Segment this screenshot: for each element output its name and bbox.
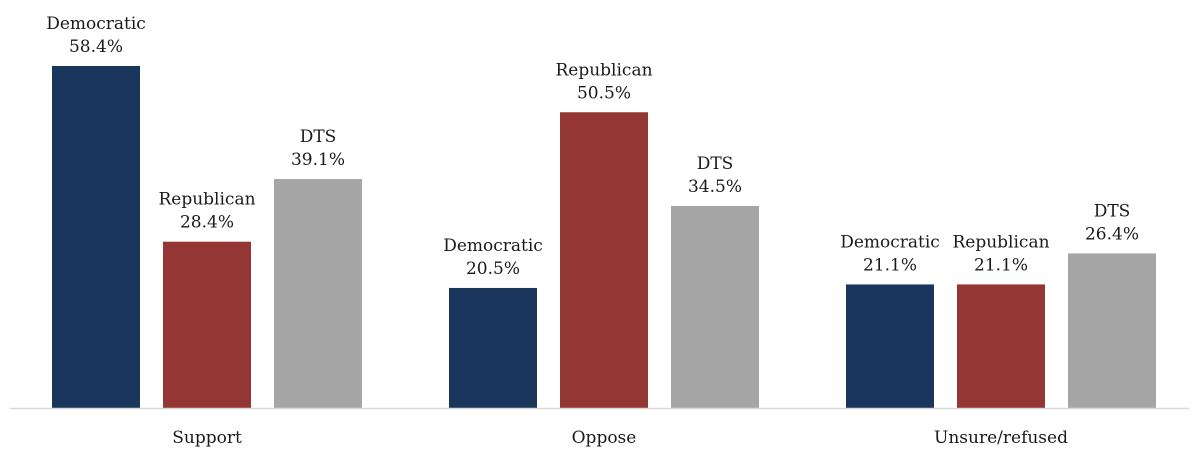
- bars-layer: [52, 66, 1156, 408]
- data-label-value-support-dts: 39.1%: [291, 150, 345, 170]
- bar-oppose-republican: [560, 112, 648, 408]
- data-labels-layer: Democratic 58.4% Republican 28.4% DTS 39.1% De…: [46, 14, 1139, 279]
- data-label-value-unsure-refused-republican: 21.1%: [974, 255, 1028, 275]
- data-label-value-oppose-dts: 34.5%: [688, 177, 742, 197]
- bar-unsure-refused-dts: [1068, 253, 1156, 408]
- data-label-series-support-dts: DTS: [300, 127, 337, 147]
- data-label-value-support-republican: 28.4%: [180, 213, 234, 233]
- bar-support-democratic: [52, 66, 140, 408]
- data-label-series-unsure-refused-dts: DTS: [1094, 201, 1131, 221]
- data-label-series-support-democratic: Democratic: [46, 14, 146, 34]
- data-label-series-unsure-refused-republican: Republican: [952, 232, 1049, 252]
- bar-unsure-refused-republican: [957, 284, 1045, 408]
- data-label-series-oppose-democratic: Democratic: [443, 236, 543, 256]
- data-label-series-oppose-dts: DTS: [697, 154, 734, 174]
- data-label-series-oppose-republican: Republican: [555, 60, 652, 80]
- bar-support-dts: [274, 179, 362, 408]
- data-label-value-unsure-refused-democratic: 21.1%: [863, 255, 917, 275]
- category-label-unsure-refused: Unsure/refused: [934, 428, 1068, 448]
- bar-oppose-democratic: [449, 287, 537, 408]
- category-label-oppose: Oppose: [572, 428, 637, 448]
- data-label-value-unsure-refused-dts: 26.4%: [1085, 224, 1139, 244]
- data-label-value-support-democratic: 58.4%: [69, 37, 123, 57]
- bar-support-republican: [163, 241, 251, 408]
- data-label-value-oppose-democratic: 20.5%: [466, 259, 520, 279]
- category-label-support: Support: [172, 428, 242, 448]
- bar-unsure-refused-democratic: [846, 284, 934, 408]
- category-labels-layer: Support Oppose Unsure/refused: [172, 428, 1068, 448]
- bar-oppose-dts: [671, 205, 759, 408]
- data-label-series-support-republican: Republican: [158, 190, 255, 210]
- data-label-value-oppose-republican: 50.5%: [577, 83, 631, 103]
- data-label-series-unsure-refused-democratic: Democratic: [840, 232, 940, 252]
